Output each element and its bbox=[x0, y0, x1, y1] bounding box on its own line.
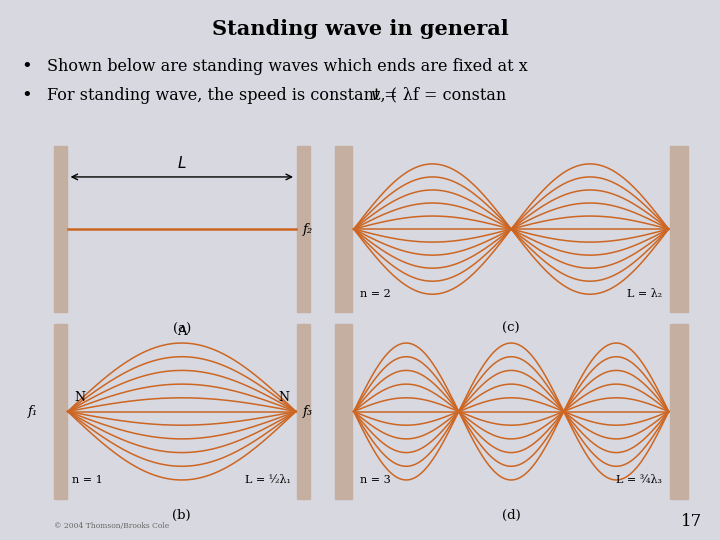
Text: n = 2: n = 2 bbox=[360, 289, 391, 299]
Text: (b): (b) bbox=[173, 509, 191, 522]
Text: = λf = constan: = λf = constan bbox=[379, 87, 507, 104]
Text: 17: 17 bbox=[680, 514, 702, 530]
Bar bbox=[54, 146, 66, 312]
Bar bbox=[335, 146, 352, 312]
Text: L = ¾λ₃: L = ¾λ₃ bbox=[616, 475, 662, 485]
Text: N: N bbox=[278, 391, 289, 404]
Bar bbox=[670, 146, 688, 312]
Text: L = λ₂: L = λ₂ bbox=[627, 289, 662, 299]
Text: A: A bbox=[177, 325, 186, 338]
Text: N: N bbox=[75, 391, 86, 404]
Text: v: v bbox=[370, 87, 379, 104]
Text: Shown below are standing waves which ends are fixed at x: Shown below are standing waves which end… bbox=[47, 58, 528, 75]
Text: f₂: f₂ bbox=[302, 222, 312, 235]
Text: f₃: f₃ bbox=[302, 405, 312, 418]
Text: •: • bbox=[22, 57, 32, 75]
Text: $L$: $L$ bbox=[177, 155, 186, 171]
Text: f₁: f₁ bbox=[28, 405, 38, 418]
Text: © 2004 Thomson/Brooks Cole: © 2004 Thomson/Brooks Cole bbox=[54, 522, 169, 530]
Text: L = ½λ₁: L = ½λ₁ bbox=[246, 475, 292, 485]
Bar bbox=[297, 324, 310, 499]
Text: For standing wave, the speed is constant, (: For standing wave, the speed is constant… bbox=[47, 87, 397, 104]
Bar bbox=[335, 324, 352, 499]
Text: n = 1: n = 1 bbox=[72, 475, 103, 485]
Text: n = 3: n = 3 bbox=[360, 475, 391, 485]
Text: (a): (a) bbox=[173, 323, 191, 336]
Bar bbox=[54, 324, 66, 499]
Bar bbox=[297, 146, 310, 312]
Bar bbox=[670, 324, 688, 499]
Text: (d): (d) bbox=[502, 509, 521, 522]
Text: Standing wave in general: Standing wave in general bbox=[212, 19, 508, 39]
Text: •: • bbox=[22, 86, 32, 104]
Text: (c): (c) bbox=[503, 322, 520, 335]
